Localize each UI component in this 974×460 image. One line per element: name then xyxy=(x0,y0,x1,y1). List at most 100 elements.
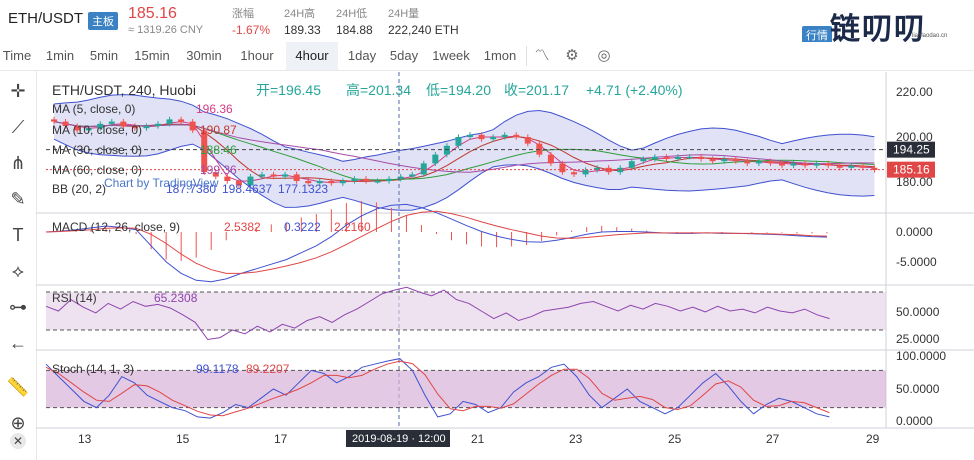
candle-body xyxy=(836,165,843,168)
timeframe-1min[interactable]: 1min xyxy=(45,48,75,63)
candle-body xyxy=(178,119,185,122)
ohlc-high: 高=201.34 xyxy=(346,82,411,98)
stat-label-volume: 24H量 xyxy=(388,8,420,20)
timeframe-5day[interactable]: 5day xyxy=(389,48,419,63)
candle-body xyxy=(351,178,358,181)
candle-body xyxy=(709,159,716,162)
candle-body xyxy=(305,181,312,184)
close-icon[interactable]: ✕ xyxy=(10,433,26,449)
candle-body xyxy=(721,159,728,162)
timeframe-1hour[interactable]: 1hour xyxy=(240,48,274,63)
macd-value: 2.2160 xyxy=(334,220,371,234)
candle-body xyxy=(409,174,416,177)
timeframe-4hour[interactable]: 4hour xyxy=(286,42,338,70)
stat-label-change: 涨幅 xyxy=(232,8,254,20)
timeframe-time[interactable]: Time xyxy=(2,48,32,63)
bb-value: 187.7380 xyxy=(166,182,216,196)
candle-body xyxy=(490,137,497,140)
timeframe-5min[interactable]: 5min xyxy=(89,48,119,63)
stat-label-low: 24H低 xyxy=(336,8,368,20)
candle-body xyxy=(224,176,231,181)
y-tick-label: 100.0000 xyxy=(896,349,946,363)
macd-title: MACD (12, 26, close, 9) xyxy=(52,220,180,234)
snapshot-icon[interactable]: ◎ xyxy=(597,47,611,64)
back-arrow-icon[interactable]: ← xyxy=(9,333,27,353)
indicator-value: 190.87 xyxy=(200,123,237,137)
y-tick-label: -5.0000 xyxy=(896,255,937,269)
candle-body xyxy=(386,178,393,181)
candle-body xyxy=(282,174,289,177)
stoch-d-line xyxy=(45,360,830,417)
timeframe-15min[interactable]: 15min xyxy=(134,48,170,63)
crosshair-icon[interactable]: ✛ xyxy=(10,81,26,101)
timeframe-1day[interactable]: 1day xyxy=(347,48,377,63)
candle-body xyxy=(247,176,254,186)
candle-body xyxy=(131,126,138,129)
candle-body xyxy=(732,159,739,162)
ohlc-close: 收=201.17 xyxy=(504,82,569,98)
candle-body xyxy=(767,161,774,164)
y-tick-label: 25.0000 xyxy=(896,332,940,346)
pair-title[interactable]: ETH/USDT xyxy=(8,10,83,27)
settings-icon[interactable]: ⚙ xyxy=(565,47,579,64)
candle-body xyxy=(790,163,797,166)
price-cny: ≈ 1319.26 CNY xyxy=(128,24,204,36)
candle-body xyxy=(397,176,404,179)
stoch-k-line xyxy=(45,358,830,419)
bollinger-lower xyxy=(53,138,875,211)
ruler-icon[interactable]: 📏 xyxy=(6,377,30,397)
measure-icon[interactable]: ⊶ xyxy=(9,297,27,317)
timeframe-1week[interactable]: 1week xyxy=(432,48,470,63)
stoch-value: 89.2207 xyxy=(246,362,290,376)
candle-body xyxy=(813,163,820,166)
candle-body xyxy=(478,134,485,140)
board-badge: 主板 xyxy=(88,12,118,30)
x-tick-label: 13 xyxy=(78,432,92,446)
indicator-value: 188.46 xyxy=(200,143,237,157)
signal-line xyxy=(45,210,828,274)
x-tick-label: 25 xyxy=(668,432,682,446)
bb-value: 198.4637 xyxy=(222,182,272,196)
macd-value: 0.3222 xyxy=(284,220,321,234)
y-tick-label: 220.00 xyxy=(896,85,933,99)
rsi-value: 65.2308 xyxy=(154,291,198,305)
y-tick-label: 0.0000 xyxy=(896,414,933,428)
candle-body xyxy=(524,137,531,144)
cursor-time-label: 2019-08-19 · 12:00 xyxy=(352,433,446,445)
candle-body xyxy=(432,154,439,164)
logo-text: 链叨叨 xyxy=(830,12,926,47)
candle-body xyxy=(686,156,693,159)
x-tick-label: 23 xyxy=(569,432,583,446)
fib-icon[interactable]: ⋔ xyxy=(10,153,26,173)
candle-body xyxy=(744,161,751,164)
trend-line-icon[interactable]: ⟋ xyxy=(11,117,25,137)
brush-icon[interactable]: ✎ xyxy=(10,189,26,209)
zoom-icon[interactable]: ⊕ xyxy=(10,413,26,433)
x-tick-label: 27 xyxy=(766,432,780,446)
timeframe-1mon[interactable]: 1mon xyxy=(483,48,517,63)
candle-body xyxy=(212,172,219,177)
x-tick-label: 17 xyxy=(274,432,288,446)
last-price: 185.16 xyxy=(128,5,177,22)
y-tick-label: 50.0000 xyxy=(896,382,940,396)
macd-value: 2.5382 xyxy=(224,220,261,234)
timeframe-30min[interactable]: 30min xyxy=(186,48,222,63)
stoch-band xyxy=(46,370,886,408)
chart-type-icon[interactable]: 〽 xyxy=(534,47,550,64)
candle-body xyxy=(663,156,670,159)
stat-value-low: 184.88 xyxy=(336,23,373,37)
candle-body xyxy=(605,167,612,173)
rsi-title: RSI (14) xyxy=(52,291,97,305)
y-tick-label: 200.00 xyxy=(896,130,933,144)
bb-value: 177.1323 xyxy=(278,182,328,196)
text-icon[interactable]: T xyxy=(12,225,24,245)
candle-body xyxy=(51,119,57,122)
macd-line xyxy=(45,203,828,283)
watermark: Chart by TradingView xyxy=(104,176,219,190)
timeframe-bar: Time 1min 5min 15min 30min 1hour 4hour 1… xyxy=(0,42,974,71)
candle-body xyxy=(270,174,277,177)
stoch-title: Stoch (14, 1, 3) xyxy=(52,362,134,376)
pattern-icon[interactable]: ⟡ xyxy=(12,261,24,281)
ohlc-low: 低=194.20 xyxy=(426,82,491,98)
